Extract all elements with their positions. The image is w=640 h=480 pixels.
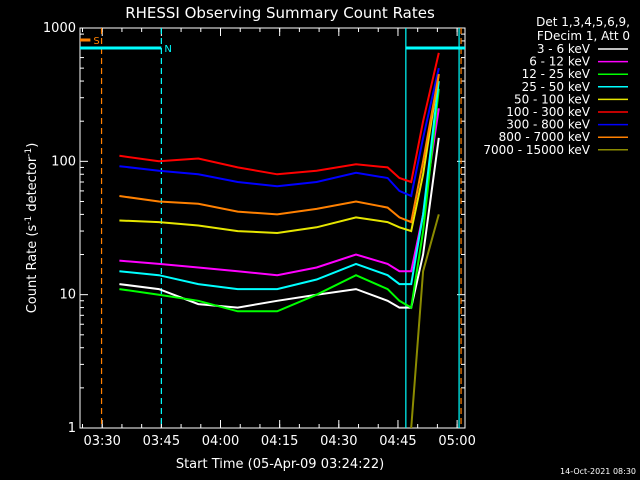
legend-label: 800 - 7000 keV	[499, 130, 591, 144]
legend-label: 12 - 25 keV	[522, 67, 591, 81]
x-tick-label: 04:30	[320, 434, 357, 449]
legend-header-line-2: FDecim 1, Att 0	[537, 29, 630, 43]
legend-label: 6 - 12 keV	[529, 55, 591, 69]
series-line	[410, 214, 440, 429]
legend-header-line-1: Det 1,3,4,5,6,9,	[536, 15, 630, 29]
y-tick-label: 1	[68, 421, 76, 436]
x-tick-label: 04:15	[261, 434, 298, 449]
y-tick-label: 100	[51, 154, 76, 169]
series-line	[119, 74, 440, 235]
series-line	[119, 52, 440, 184]
flag-label: N	[164, 44, 171, 55]
series-line	[119, 88, 440, 313]
x-tick-label: 04:45	[379, 434, 416, 449]
y-tick-label: 10	[59, 288, 76, 303]
x-tick-label: 03:30	[83, 434, 120, 449]
y-axis-label-sup2: -1	[24, 148, 34, 157]
y-axis-label-sup1: -1	[24, 216, 34, 225]
series-line	[119, 80, 440, 291]
plot-area: 1 10 100 1000 03:30 03:45 04:00 04:15 04:30 04:45…	[43, 21, 628, 449]
legend-label: 3 - 6 keV	[537, 42, 591, 56]
series-line	[119, 67, 440, 198]
series-line	[119, 108, 440, 277]
flag-label: S	[93, 36, 99, 47]
x-tick-label: 03:45	[143, 434, 180, 449]
y-axis-label-mid: detector	[25, 156, 40, 216]
legend-label: 300 - 800 keV	[506, 118, 590, 132]
y-tick-label: 1000	[43, 21, 76, 36]
y-axis-label-end: )	[25, 143, 40, 148]
legend-label: 50 - 100 keV	[514, 92, 591, 106]
x-axis-label: Start Time (05-Apr-09 03:24:22)	[176, 457, 384, 472]
legend-label: 25 - 50 keV	[522, 80, 591, 94]
chart-title: RHESSI Observing Summary Count Rates	[125, 4, 435, 22]
y-axis-label-main: Count Rate (s	[25, 225, 40, 314]
legend-label: 100 - 300 keV	[506, 105, 590, 119]
legend-label: 7000 - 15000 keV	[483, 143, 590, 157]
series-line	[119, 74, 440, 224]
x-tick-label: 05:00	[438, 434, 475, 449]
y-axis-label: Count Rate (s-1 detector-1)	[24, 143, 40, 314]
footer-timestamp: 14-Oct-2021 08:30	[560, 467, 636, 476]
plot-frame	[79, 27, 466, 429]
x-tick-label: 04:00	[202, 434, 239, 449]
